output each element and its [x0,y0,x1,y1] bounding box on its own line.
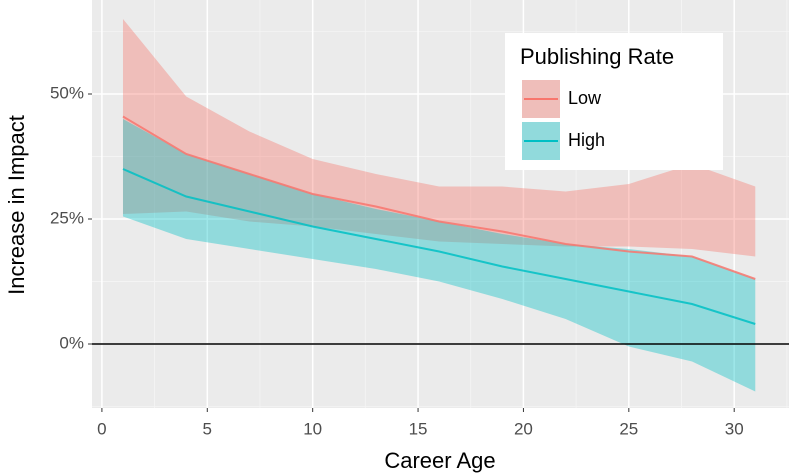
y-axis-label: Increase in Impact [4,115,29,295]
y-tick-label: 50% [50,83,84,102]
x-tick-label: 5 [203,419,212,438]
x-axis-label: Career Age [384,448,495,473]
x-tick-label: 15 [409,419,428,438]
x-tick-label: 0 [97,419,106,438]
legend-label: High [568,130,605,150]
x-tick-label: 10 [303,419,322,438]
legend: Publishing Rate Low High [505,33,723,170]
line [122,168,756,325]
x-tick-label: 20 [514,419,533,438]
y-tick-label: 25% [50,208,84,227]
x-tick-label: 30 [725,419,744,438]
confidence-band [122,119,756,392]
confidence-band [122,19,756,257]
legend-label: Low [568,88,602,108]
legend-title: Publishing Rate [520,44,674,69]
line [122,115,756,280]
x-tick-label: 25 [619,419,638,438]
y-tick-label: 0% [59,333,84,352]
